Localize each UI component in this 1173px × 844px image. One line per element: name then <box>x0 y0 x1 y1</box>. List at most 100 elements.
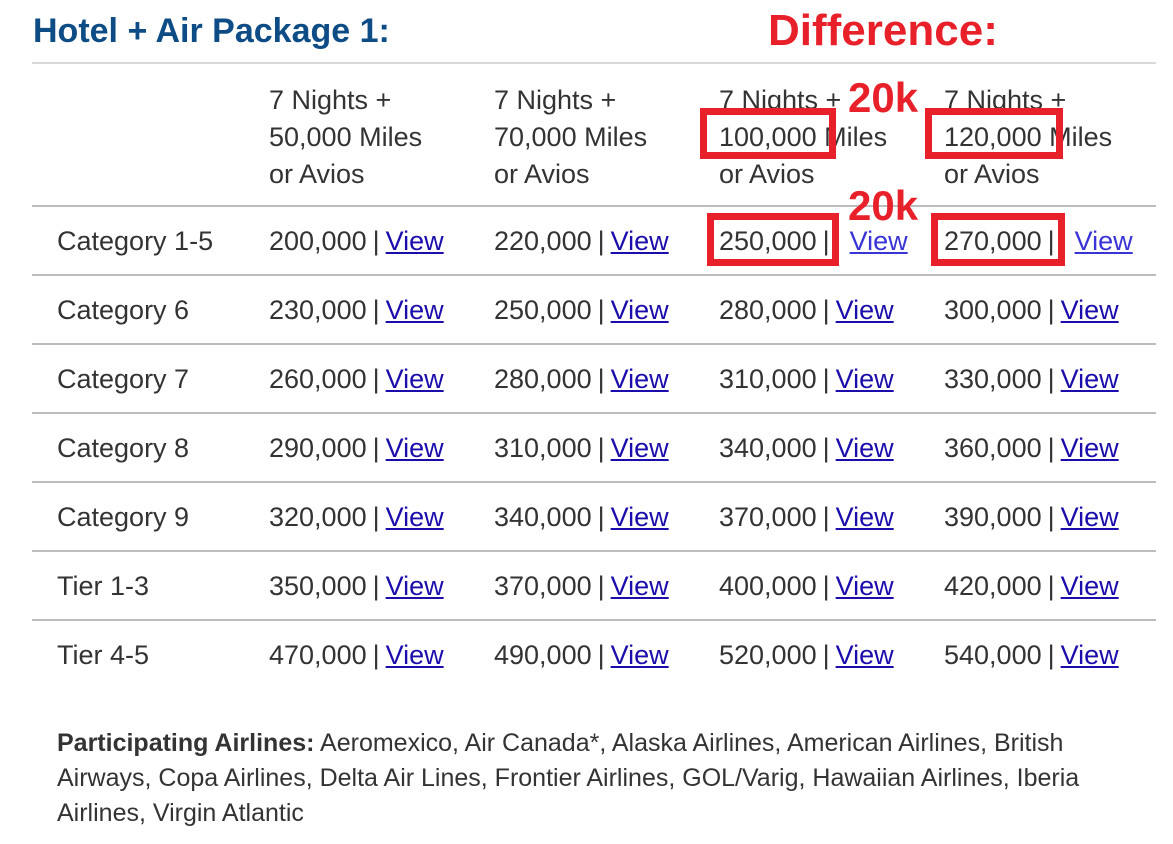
view-link[interactable]: View <box>610 502 669 532</box>
separator: | <box>1047 640 1055 670</box>
table-cell: 370,000 | View <box>719 500 894 534</box>
row-divider <box>32 619 1156 621</box>
table-cell: 280,000 | View <box>494 362 669 396</box>
table-cell: 300,000 | View <box>944 293 1119 327</box>
view-link[interactable]: View <box>1060 295 1119 325</box>
table-cell: 250,000 | View <box>494 293 669 327</box>
column-header: 7 Nights + 100,000 Miles or Avios <box>719 85 888 189</box>
table-cell: 290,000 | View <box>269 431 444 465</box>
separator: | <box>822 433 830 463</box>
view-link[interactable]: View <box>1060 433 1119 463</box>
separator: | <box>372 571 380 601</box>
view-link[interactable]: View <box>385 640 444 670</box>
separator: | <box>372 364 380 394</box>
separator: | <box>372 295 380 325</box>
separator: | <box>1047 433 1055 463</box>
separator: | <box>822 226 830 256</box>
points-value: 540,000 <box>944 640 1042 670</box>
view-link[interactable]: View <box>1074 226 1133 256</box>
table-cell: 370,000 | View <box>494 569 669 603</box>
view-link[interactable]: View <box>849 226 908 256</box>
table-cell: 250,000 | View <box>719 224 908 258</box>
points-value: 250,000 <box>719 226 817 256</box>
view-link[interactable]: View <box>1060 502 1119 532</box>
row-label: Category 6 <box>57 295 190 325</box>
table-cell: 200,000 | View <box>269 224 444 258</box>
points-value: 220,000 <box>494 226 592 256</box>
table-cell: 310,000 | View <box>719 362 894 396</box>
row-label: Tier 4-5 <box>57 640 150 670</box>
view-link[interactable]: View <box>610 571 669 601</box>
table-cell: 400,000 | View <box>719 569 894 603</box>
points-value: 470,000 <box>269 640 367 670</box>
view-link[interactable]: View <box>1060 571 1119 601</box>
table-cell: 340,000 | View <box>494 500 669 534</box>
points-value: 370,000 <box>494 571 592 601</box>
view-link[interactable]: View <box>610 364 669 394</box>
highlight-box-row-250000 <box>707 213 839 266</box>
table-cell: 390,000 | View <box>944 500 1119 534</box>
separator: | <box>372 640 380 670</box>
separator: | <box>597 433 605 463</box>
table-top-divider <box>32 62 1156 64</box>
separator: | <box>822 295 830 325</box>
points-value: 490,000 <box>494 640 592 670</box>
row-divider <box>32 412 1156 414</box>
table-cell: 330,000 | View <box>944 362 1119 396</box>
view-link[interactable]: View <box>385 571 444 601</box>
view-link[interactable]: View <box>385 226 444 256</box>
points-value: 320,000 <box>269 502 367 532</box>
view-link[interactable]: View <box>610 433 669 463</box>
view-link[interactable]: View <box>1060 640 1119 670</box>
table-cell: 520,000 | View <box>719 638 894 672</box>
view-link[interactable]: View <box>835 364 894 394</box>
highlight-box-header-120000 <box>925 108 1063 159</box>
table-cell: 470,000 | View <box>269 638 444 672</box>
view-link[interactable]: View <box>835 295 894 325</box>
view-link[interactable]: View <box>385 364 444 394</box>
participating-airlines: Participating Airlines: Aeromexico, Air … <box>57 726 1117 831</box>
table-cell: 540,000 | View <box>944 638 1119 672</box>
separator: | <box>597 571 605 601</box>
view-link[interactable]: View <box>610 226 669 256</box>
points-value: 370,000 <box>719 502 817 532</box>
table-cell: 310,000 | View <box>494 431 669 465</box>
points-value: 390,000 <box>944 502 1042 532</box>
separator: | <box>372 502 380 532</box>
view-link[interactable]: View <box>835 571 894 601</box>
points-value: 260,000 <box>269 364 367 394</box>
view-link[interactable]: View <box>385 433 444 463</box>
points-value: 290,000 <box>269 433 367 463</box>
view-link[interactable]: View <box>385 295 444 325</box>
points-value: 360,000 <box>944 433 1042 463</box>
separator: | <box>822 364 830 394</box>
table-cell: 420,000 | View <box>944 569 1119 603</box>
row-difference-label: 20k <box>848 182 919 229</box>
points-value: 280,000 <box>719 295 817 325</box>
view-link[interactable]: View <box>1060 364 1119 394</box>
points-value: 340,000 <box>494 502 592 532</box>
points-value: 330,000 <box>944 364 1042 394</box>
table-cell: 360,000 | View <box>944 431 1119 465</box>
row-divider <box>32 550 1156 552</box>
separator: | <box>372 433 380 463</box>
view-link[interactable]: View <box>385 502 444 532</box>
row-label: Category 7 <box>57 364 190 394</box>
points-value: 200,000 <box>269 226 367 256</box>
separator: | <box>372 226 380 256</box>
separator: | <box>1047 295 1055 325</box>
view-link[interactable]: View <box>835 502 894 532</box>
table-cell: 320,000 | View <box>269 500 444 534</box>
table-cell: 340,000 | View <box>719 431 894 465</box>
points-value: 350,000 <box>269 571 367 601</box>
view-link[interactable]: View <box>610 640 669 670</box>
view-link[interactable]: View <box>835 433 894 463</box>
table-cell: 220,000 | View <box>494 224 669 258</box>
table-cell: 270,000 | View <box>944 224 1133 258</box>
separator: | <box>597 226 605 256</box>
header-divider <box>32 205 1156 207</box>
view-link[interactable]: View <box>835 640 894 670</box>
points-value: 300,000 <box>944 295 1042 325</box>
difference-annotation: Difference: <box>768 6 998 55</box>
view-link[interactable]: View <box>610 295 669 325</box>
